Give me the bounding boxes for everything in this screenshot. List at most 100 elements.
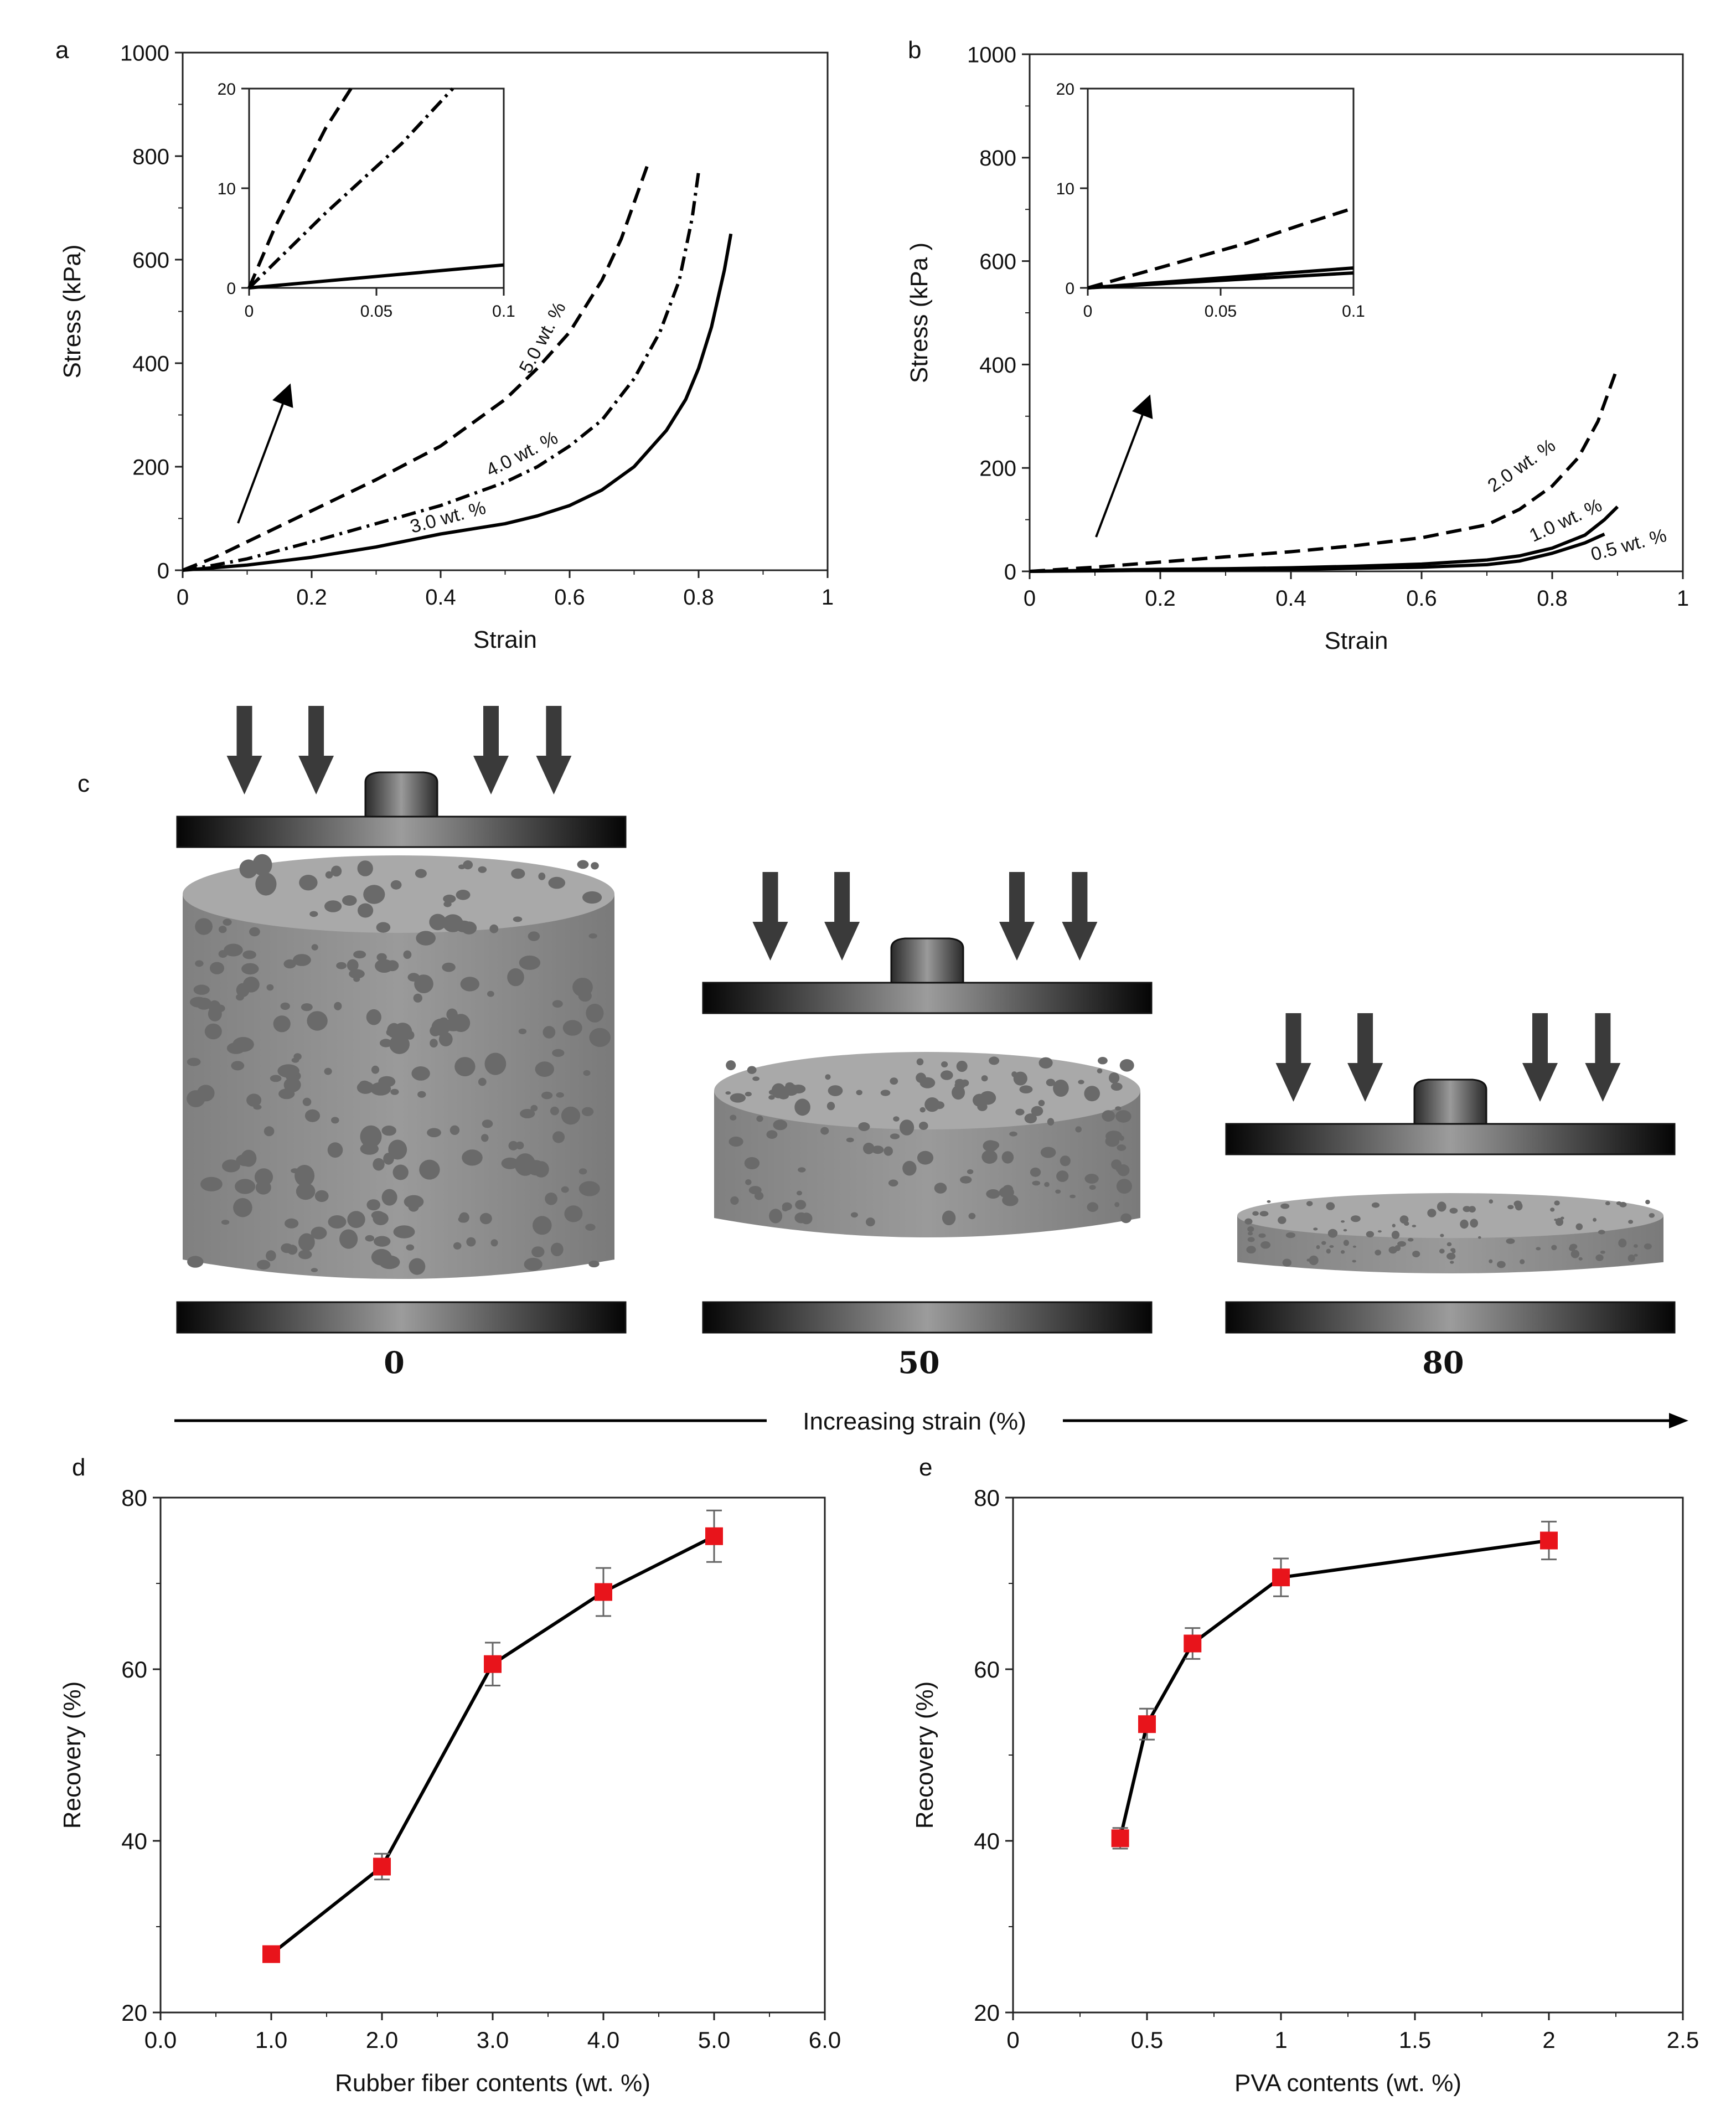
- a-inset-series-30: [249, 263, 504, 290]
- a-inset-series-50: [247, 87, 353, 289]
- stage-50-pore: [1117, 1144, 1127, 1151]
- stage-0-pore: [513, 916, 523, 922]
- stage-50-pore: [828, 1085, 843, 1096]
- stage-50-pore: [794, 1098, 810, 1116]
- stage-80-pore: [1375, 1250, 1381, 1256]
- stage-0-pore: [254, 1168, 273, 1186]
- stage-80-pore: [1343, 1229, 1347, 1232]
- a-xtick-label: 0.6: [554, 585, 585, 610]
- stage-50-pore: [1115, 1114, 1121, 1118]
- stage-0-pore: [187, 1256, 204, 1268]
- stage-0-pore: [273, 1015, 291, 1033]
- d-plot-frame: [159, 1496, 826, 2014]
- b-ytick-label: 600: [979, 250, 1016, 274]
- stage-80-pore: [1536, 1247, 1541, 1251]
- stage-50-pore: [1120, 1213, 1132, 1224]
- stage-50-pore: [1040, 1147, 1056, 1158]
- chart-a-stress-strain: 0 0.2 0.4 0.6 0.8 102004006008001000StrainStr…: [59, 41, 834, 653]
- b-inset-xtick-label: 0.1: [1342, 302, 1365, 321]
- stage-50-pore: [934, 1183, 947, 1194]
- stage-0-pore: [266, 1250, 276, 1261]
- stage-0-pore: [283, 1077, 301, 1092]
- b-inset-ytick-label: 10: [1056, 180, 1074, 198]
- stage-0-pore: [360, 1143, 379, 1155]
- b-ytick-label: 0: [1004, 560, 1016, 584]
- stage-50-pore: [1024, 1113, 1037, 1124]
- stage-0-pore: [195, 960, 204, 967]
- stage-0-pore: [224, 943, 243, 957]
- stage-50-pore: [986, 1189, 1000, 1199]
- stage-80-pore: [1520, 1259, 1525, 1265]
- stage-80-pore: [1343, 1240, 1349, 1246]
- stage-50-pore: [728, 1136, 743, 1147]
- chart-e-recovery-pva: 0 0.5 1 1.5 2 2.5 20 40 60 80 PVA contents (wt. %)…: [911, 1485, 1699, 2097]
- chart-b-stress-strain: 0 0.2 0.4 0.6 0.8 102004006008001000StrainStr…: [906, 43, 1689, 654]
- stage-50-pore: [769, 1209, 783, 1224]
- stage-0-pore: [331, 1117, 339, 1124]
- b-xlabel: Strain: [1325, 627, 1388, 654]
- stage-0-pore: [427, 1128, 441, 1138]
- stage-50-pore: [1119, 1059, 1134, 1072]
- stage-0-pore: [293, 954, 311, 966]
- stage-0-pore: [376, 922, 391, 933]
- e-xlabel: PVA contents (wt. %): [1234, 2070, 1461, 2097]
- stage-50-pore: [726, 1060, 736, 1071]
- stage-0-pore: [561, 1106, 581, 1125]
- stage-80-pore: [1285, 1232, 1295, 1238]
- stage-50-pore: [933, 1101, 944, 1109]
- stage-50-pore: [1116, 1179, 1132, 1194]
- stage-50-pore: [1047, 1118, 1055, 1126]
- panel-letter-d: d: [72, 1454, 85, 1481]
- stage-0-pore: [309, 911, 318, 917]
- e-data-point: [1111, 1829, 1129, 1848]
- stage-0-pore: [349, 969, 365, 979]
- stage-80-pore: [1327, 1229, 1338, 1238]
- stage-0-pore: [302, 1097, 312, 1106]
- stage-0-pore: [259, 876, 267, 881]
- stage-50-pore: [1109, 1072, 1120, 1083]
- stage-0-pore: [466, 1237, 476, 1247]
- stage-80-pore: [1569, 1246, 1575, 1251]
- a-xtick-label: 0.4: [425, 585, 456, 610]
- a-inset-series-40: [247, 87, 454, 290]
- b-series-label: 0.5 wt. %: [1589, 525, 1669, 565]
- b-ylabel: Stress (kPa ): [906, 242, 933, 383]
- stage-50-pore: [773, 1119, 788, 1131]
- stage-50-pore: [987, 1141, 1000, 1150]
- stage-0-pore: [487, 990, 494, 997]
- stage-50-pore: [1055, 1189, 1061, 1194]
- stage-80-pore: [1497, 1261, 1506, 1268]
- stage-0-pore: [583, 1070, 591, 1076]
- e-xtick-label: 1: [1274, 2027, 1287, 2053]
- stage-0-force-arrow-shaft: [546, 706, 562, 758]
- stage-80-pore: [1321, 1241, 1326, 1245]
- stage-0-pore: [530, 1105, 538, 1112]
- e-data-point: [1184, 1634, 1202, 1653]
- d-xtick-label: 5.0: [698, 2027, 730, 2053]
- stage-80-pore: [1446, 1252, 1456, 1260]
- stage-50-pore: [1046, 1078, 1056, 1086]
- stage-80-pore: [1391, 1231, 1400, 1239]
- stage-80-pore: [1309, 1255, 1319, 1266]
- stage-0-pore: [450, 1125, 460, 1135]
- stage-50-pore: [730, 1196, 739, 1205]
- stage-0-pore: [266, 984, 274, 991]
- stage-50-pore: [919, 1107, 926, 1113]
- a-inset-arrow: [237, 383, 293, 524]
- stage-50-pore: [1115, 1106, 1122, 1111]
- stage-50-pore: [745, 1092, 752, 1097]
- stage-0-pore: [393, 1225, 415, 1238]
- stage-80-pore: [1507, 1205, 1514, 1210]
- stage-50-pore: [825, 1074, 831, 1080]
- stage-50-pore: [919, 1122, 928, 1130]
- stage-0-pore: [482, 1119, 493, 1128]
- a-xlabel: Strain: [473, 626, 537, 653]
- stage-80-pore: [1341, 1220, 1345, 1223]
- stage-80-pore: [1593, 1217, 1597, 1222]
- stage-80-pore: [1326, 1202, 1335, 1210]
- stage-0-pore: [235, 1179, 256, 1194]
- stage-0-pore: [392, 1164, 409, 1180]
- stage-0-pore: [507, 968, 524, 987]
- stage-0-pore: [572, 978, 593, 997]
- stage-80-pore: [1437, 1201, 1446, 1212]
